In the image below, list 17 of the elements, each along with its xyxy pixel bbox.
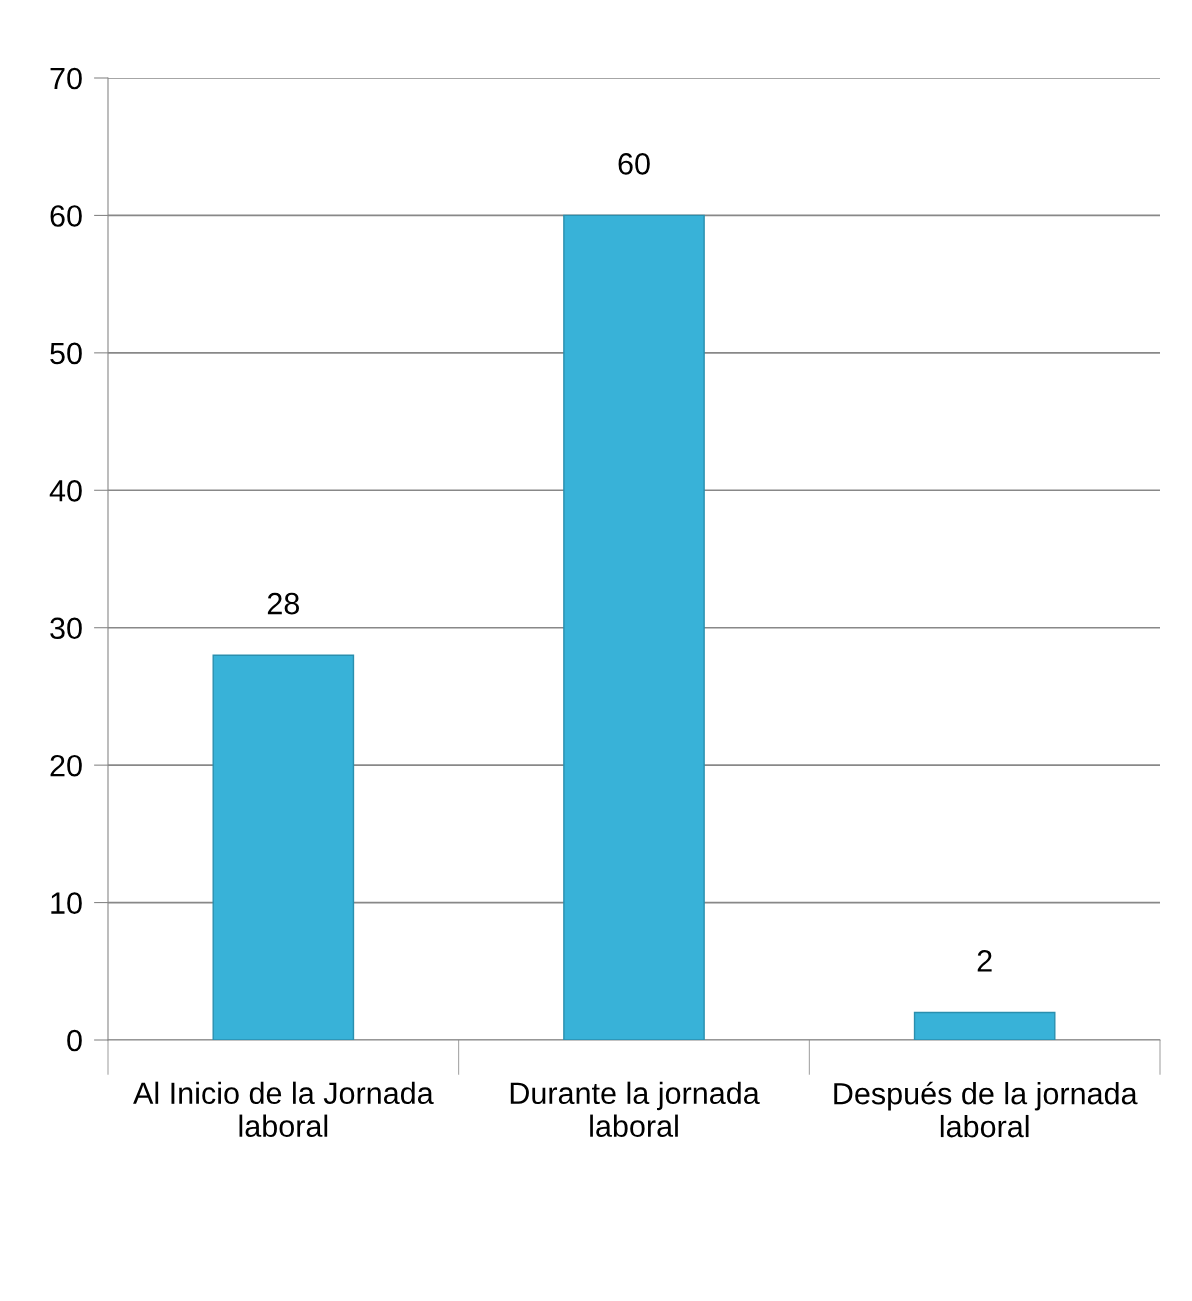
x-tick-label: Después de la jornada laboral bbox=[834, 1081, 1138, 1138]
bar bbox=[563, 214, 705, 1040]
data-label: 60 bbox=[618, 153, 650, 175]
y-tick-label: 50 bbox=[50, 342, 82, 365]
y-tick-label: 40 bbox=[49, 480, 82, 502]
y-tick-label: 20 bbox=[50, 754, 82, 777]
y-tick-label: 70 bbox=[50, 67, 82, 90]
y-tick-label: 10 bbox=[51, 892, 82, 914]
data-label: 2 bbox=[977, 950, 992, 972]
bar bbox=[212, 654, 355, 1040]
y-tick-label: 0 bbox=[67, 1029, 82, 1052]
y-tick-label: 30 bbox=[50, 617, 82, 640]
data-label: 28 bbox=[267, 592, 299, 615]
x-tick-label: Durante la jornada laboral bbox=[510, 1081, 760, 1138]
x-tick-label: Al Inicio de la Jornada laboral bbox=[133, 1081, 434, 1138]
y-tick-label: 60 bbox=[50, 205, 82, 227]
bar bbox=[913, 1011, 1056, 1040]
